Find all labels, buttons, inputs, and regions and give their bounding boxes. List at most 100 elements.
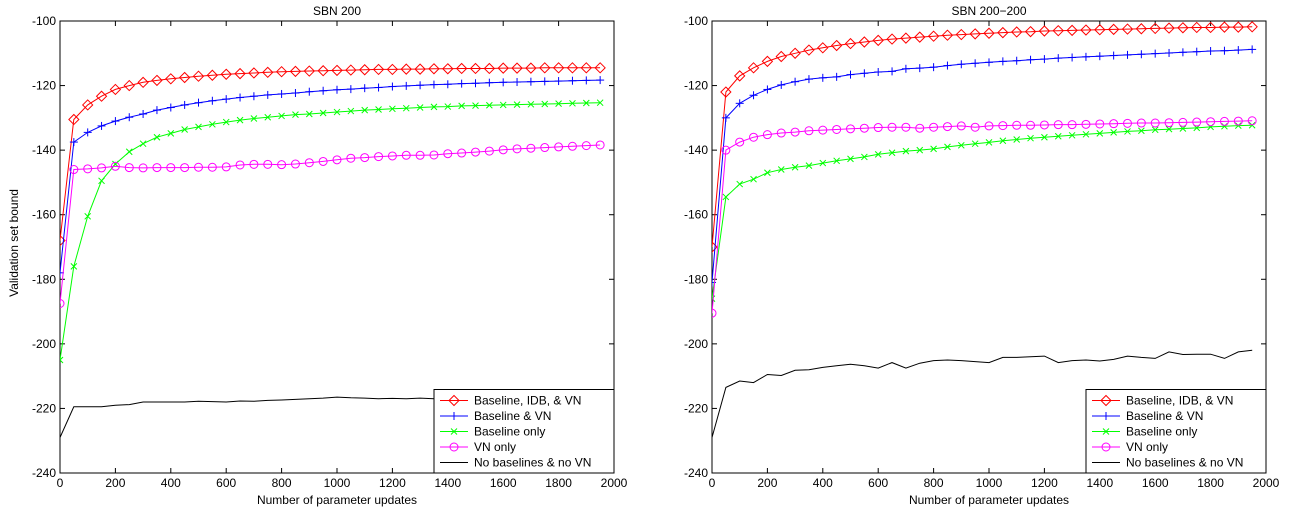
data-point [1137,127,1145,135]
data-point [1095,119,1105,129]
data-point [747,62,760,74]
series-line [712,349,1253,438]
data-point [789,47,801,59]
data-point [554,77,563,86]
data-point [195,123,202,131]
data-point [539,62,551,74]
x-tick-label: 800 [924,476,944,490]
data-point [902,147,910,155]
data-point [180,100,189,109]
data-point [137,76,149,89]
data-point [400,63,412,75]
data-point [374,83,383,92]
data-point [1179,125,1187,132]
legend-label: Baseline, IDB, & VN [1126,394,1233,408]
y-tick-label: -240 [684,466,708,480]
data-point [1054,54,1063,63]
data-point [513,101,521,108]
data-point [596,99,604,107]
data-point [305,110,313,118]
data-point [1026,120,1036,130]
legend-marker [450,412,458,420]
data-point [1232,21,1245,33]
data-point [1068,131,1076,139]
series-line [60,102,601,361]
x-tick-label: 1400 [1086,476,1113,490]
series-layer [712,21,1258,438]
y-tick-label: -180 [684,272,708,286]
data-point [1191,21,1203,34]
data-point [859,123,869,133]
data-point [289,65,302,78]
legend-label: Baseline only [1126,425,1197,439]
data-point [1121,23,1134,35]
data-point [97,121,106,130]
data-point [1234,122,1242,129]
data-point [208,96,217,105]
data-point [1068,53,1077,62]
data-point [513,78,522,87]
data-point [375,106,382,113]
data-point [457,148,467,158]
data-point [1177,22,1189,34]
data-point [1218,21,1231,33]
data-point [139,109,148,118]
data-point [1149,22,1161,35]
data-point [1010,26,1023,38]
data-point [1013,136,1021,143]
data-point [1012,56,1021,65]
data-point [84,212,92,220]
data-point [387,151,397,161]
data-point [1124,128,1131,135]
x-tick-label: 200 [105,476,125,490]
x-tick-label: 1200 [379,476,406,490]
data-point [1204,21,1217,34]
data-point [929,63,938,72]
data-point [360,84,369,93]
data-point [749,132,759,142]
y-tick-label: -220 [32,401,56,415]
data-point [358,64,371,76]
x-tick-label: 1800 [545,476,572,490]
data-point [887,122,897,132]
data-point [1135,23,1148,35]
data-point [194,98,203,107]
data-point [1040,55,1049,64]
data-point [526,143,536,153]
chart-sbn-200: SBN 200 Number of parameter updates Vali… [7,4,628,507]
data-point [776,128,786,138]
y-tick-label: -120 [684,79,708,93]
data-point [541,100,549,108]
data-point [401,150,411,160]
data-point [249,159,259,169]
x-tick-label: 400 [161,476,181,490]
data-point [983,27,995,39]
data-point [277,89,286,98]
data-point [1038,25,1051,37]
data-point [832,72,841,81]
data-point [429,150,439,160]
data-point [499,101,507,109]
data-point [971,59,980,68]
data-point [97,163,107,173]
data-point [346,85,355,94]
data-point [98,177,105,185]
data-point [874,68,883,77]
data-point [1052,24,1064,37]
data-point [554,142,564,152]
x-tick-label: 600 [868,476,888,490]
data-point [888,149,896,157]
data-point [443,149,453,159]
data-point [929,122,939,132]
data-point [720,86,732,98]
data-point [332,155,342,165]
data-point [582,76,591,85]
data-point [416,104,424,111]
legend-label: VN only [474,440,516,454]
x-axis-label: Number of parameter updates [909,493,1069,507]
data-point [110,161,120,171]
data-point [1150,118,1160,128]
data-point [69,138,78,147]
data-point [804,126,814,136]
data-point [430,103,438,111]
